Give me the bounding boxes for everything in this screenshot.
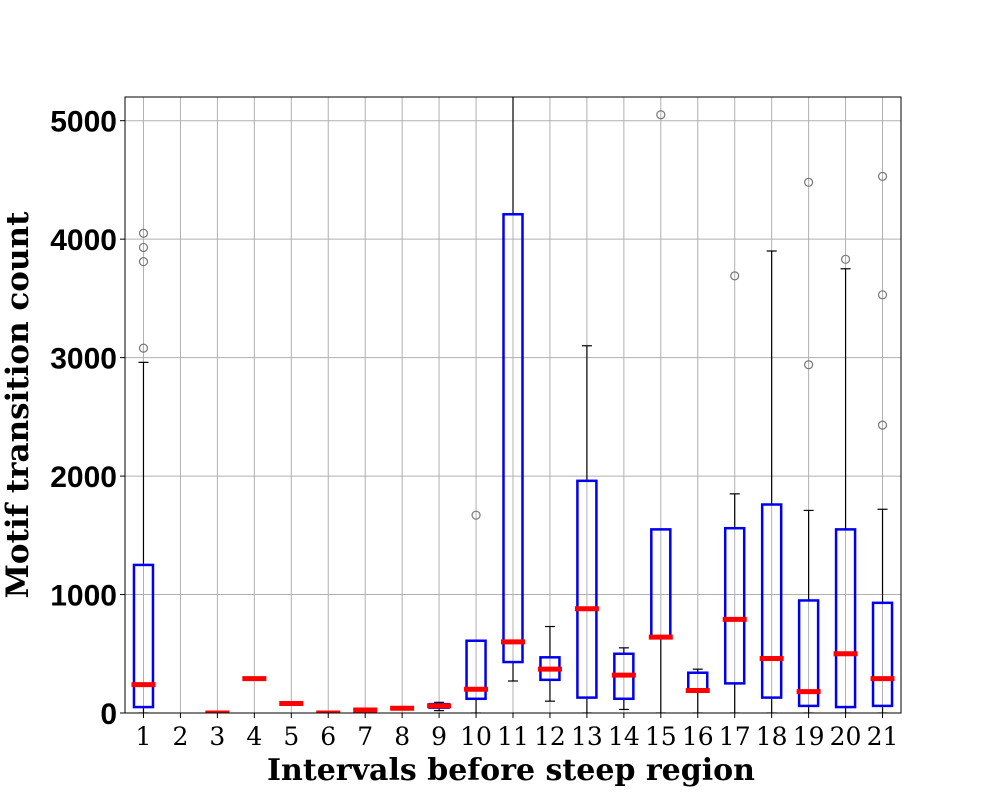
- outlier-point: [840, 254, 851, 264]
- outlier-point: [877, 290, 888, 300]
- box-group-11: [501, 97, 525, 682]
- box-group-4: [242, 676, 267, 682]
- outlier-point: [656, 110, 666, 120]
- outlier-point: [804, 177, 814, 187]
- iqr-box: [465, 639, 487, 701]
- x-tick-label: 17: [719, 722, 751, 751]
- box-group-21: [870, 171, 895, 713]
- outlier-point: [471, 510, 481, 520]
- x-tick-label: 11: [497, 722, 529, 751]
- outlier-point: [138, 343, 149, 353]
- y-tick-label: 4000: [50, 224, 117, 257]
- box-group-7: [353, 707, 378, 713]
- iqr-box: [132, 563, 155, 709]
- x-tick-label: 13: [571, 722, 603, 751]
- box-group-14: [611, 647, 636, 711]
- iqr-box: [723, 526, 746, 685]
- box-group-15: [648, 110, 673, 713]
- outlier-point: [730, 271, 740, 281]
- x-tick-label: 1: [136, 722, 152, 751]
- y-tick-label: 5000: [50, 106, 117, 139]
- outlier-point: [877, 171, 888, 181]
- outlier-point: [877, 420, 888, 430]
- x-tick-label: 19: [793, 722, 825, 751]
- box-group-1: [131, 228, 156, 713]
- y-tick-label: 3000: [50, 343, 117, 376]
- y-tick-label: 0: [100, 698, 117, 731]
- outlier-point: [138, 257, 149, 267]
- box-layer: [131, 97, 895, 713]
- x-tick-label: 14: [608, 722, 640, 751]
- x-tick-label: 4: [246, 722, 262, 751]
- outlier-point: [138, 228, 149, 238]
- x-tick-label: 7: [357, 722, 373, 751]
- x-tick-label: 2: [172, 722, 188, 751]
- box-group-20: [833, 254, 858, 713]
- box-group-13: [574, 345, 599, 713]
- box-group-16: [685, 668, 710, 713]
- outlier-point: [804, 360, 814, 370]
- y-axis-label: Motif transition count: [0, 211, 36, 598]
- box-group-10: [464, 510, 489, 713]
- x-tick-label: 20: [830, 722, 862, 751]
- x-tick-label: 8: [394, 722, 410, 751]
- x-tick-label: 12: [534, 722, 566, 751]
- y-tick-label: 2000: [50, 461, 117, 494]
- x-axis-label: Intervals before steep region: [267, 753, 755, 788]
- box-group-5: [279, 701, 304, 707]
- iqr-box: [834, 528, 857, 709]
- x-tick-label: 6: [320, 722, 336, 751]
- box-group-9: [427, 701, 452, 712]
- box-group-19: [796, 177, 821, 713]
- y-tick-label: 1000: [50, 580, 117, 613]
- x-tick-label: 18: [756, 722, 788, 751]
- iqr-box: [871, 601, 894, 708]
- box-group-18: [759, 250, 784, 713]
- box-group-12: [537, 625, 562, 702]
- x-tick-label: 5: [283, 722, 299, 751]
- iqr-box: [760, 503, 783, 699]
- iqr-box: [797, 599, 820, 708]
- x-tick-label: 15: [645, 722, 677, 751]
- box-group-17: [722, 271, 747, 713]
- x-tick-label: 10: [460, 722, 492, 751]
- x-tick-label: 3: [209, 722, 225, 751]
- iqr-box: [576, 479, 598, 699]
- x-tick-label: 21: [867, 722, 899, 751]
- x-tick-label: 9: [431, 722, 447, 751]
- iqr-box: [502, 213, 524, 664]
- box-group-8: [390, 705, 415, 711]
- outlier-point: [138, 242, 149, 253]
- x-tick-label: 16: [682, 722, 714, 751]
- tick-layer: 1 2 3 4 5 6 7 8 9 10 11 12 13 14 15 16 17 18 19 20 210100020…: [50, 106, 898, 751]
